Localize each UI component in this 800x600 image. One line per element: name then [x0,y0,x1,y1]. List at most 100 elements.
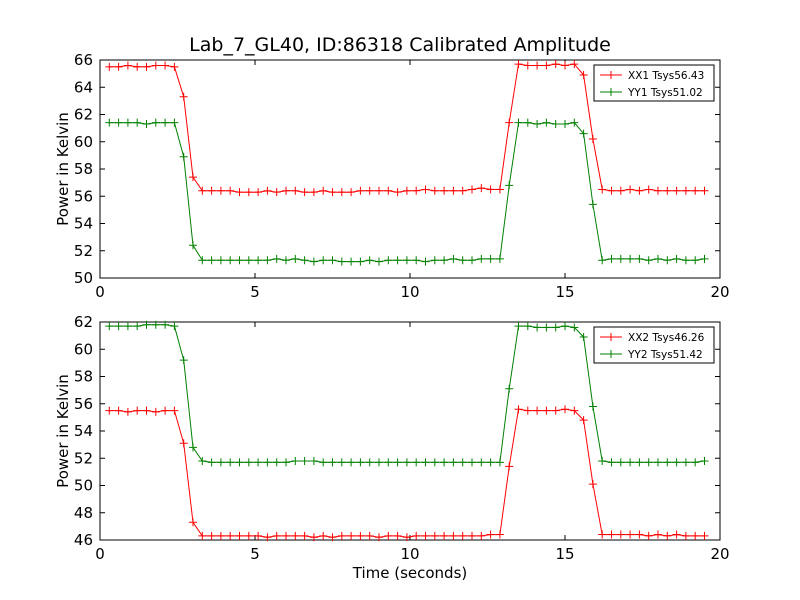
data-point [328,256,337,265]
data-point [207,186,216,195]
data-point [412,531,421,540]
data-point [337,531,346,540]
data-point [579,416,588,425]
data-point [421,185,430,194]
x-axis-label: Time (seconds) [352,564,468,582]
data-point [551,323,560,332]
data-point [356,531,365,540]
data-point [319,186,328,195]
data-point [207,458,216,467]
data-point [551,406,560,415]
data-point [449,186,458,195]
data-point [105,62,114,71]
data-point [449,254,458,263]
data-point [244,531,253,540]
data-point [161,61,170,70]
data-point [672,254,681,263]
y-tick-label: 64 [74,78,93,96]
data-point [635,254,644,263]
data-point [226,458,235,467]
data-point [114,62,123,71]
data-point [337,458,346,467]
data-point [291,254,300,263]
x-tick-label: 5 [250,283,260,301]
data-point [365,186,374,195]
data-point [495,458,504,467]
data-point [514,60,523,69]
data-point [486,185,495,194]
chart-panel-2: 0 5 10 15 20 46 48 50 52 54 56 58 60 62 Power in Kelvi… [54,313,730,582]
data-point [440,256,449,265]
data-point [291,531,300,540]
data-point [133,118,142,127]
data-point [309,533,318,542]
data-point [607,458,616,467]
data-point [430,531,439,540]
y-tick-label: 56 [74,395,93,413]
data-point [681,256,690,265]
data-point [365,458,374,467]
data-point [570,60,579,69]
data-point [654,530,662,539]
data-point [514,405,523,414]
data-point [347,531,356,540]
data-point [244,188,253,197]
data-point [663,256,672,265]
data-point [626,530,635,539]
data-point [309,257,318,266]
data-point [319,531,328,540]
data-point [393,531,402,540]
data-point [356,186,365,195]
data-point [216,458,225,467]
data-point [319,458,328,467]
data-point [170,118,179,127]
y-tick-label: 56 [74,187,93,205]
data-point [105,322,114,331]
data-point [402,186,411,195]
data-point [523,406,532,415]
data-point [468,256,476,265]
data-point [458,531,467,540]
data-point [189,518,197,527]
data-point [458,186,467,195]
legend-label: XX1 Tsys56.43 [628,70,704,82]
y-tick-label: 48 [74,504,93,522]
legend-marker [607,71,615,79]
data-point [412,186,421,195]
data-point [533,406,542,415]
data-point [458,256,467,265]
data-point [570,323,579,332]
data-point [468,185,476,194]
series-2 [105,320,709,467]
data-point [263,458,272,467]
data-point [365,531,374,540]
x-tick-label: 10 [400,283,419,301]
data-point [226,531,235,540]
data-point [337,257,346,266]
data-point [254,458,263,467]
legend-marker [607,88,615,96]
y-tick-label: 58 [74,160,93,178]
data-point [672,186,681,195]
data-point [691,531,700,540]
data-point [477,184,486,193]
data-point [189,443,197,452]
data-point [216,186,225,195]
data-point [133,406,142,415]
data-point [161,406,170,415]
data-point [421,458,430,467]
y-tick-label: 46 [74,531,93,549]
data-point [588,135,597,144]
y-tick-label: 62 [74,106,93,124]
y-tick-label: 60 [74,340,93,358]
data-point [477,254,486,263]
data-point [626,185,635,194]
x-tick-label: 15 [555,283,574,301]
data-point [514,322,523,331]
series-1 [105,60,709,197]
data-point [542,61,551,70]
data-point [384,186,393,195]
data-point [272,254,281,263]
data-point [282,458,290,467]
data-point [384,256,393,265]
